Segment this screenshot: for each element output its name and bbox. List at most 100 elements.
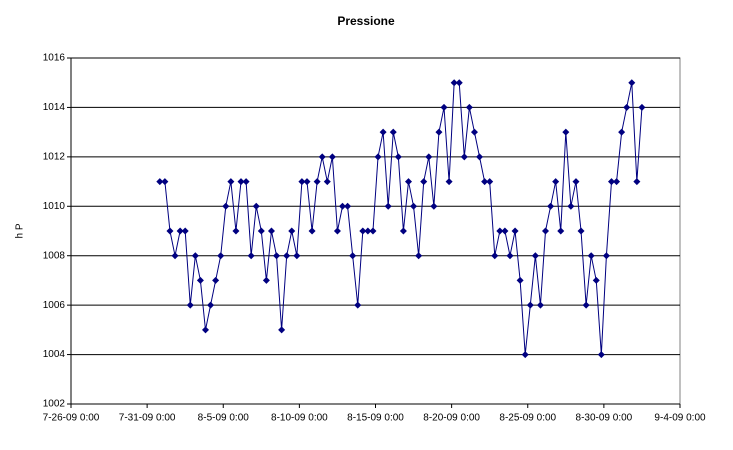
marker	[374, 153, 382, 161]
marker	[176, 227, 184, 235]
marker	[506, 252, 514, 260]
x-tick-label: 7-31-09 0:00	[119, 413, 176, 424]
marker	[237, 178, 245, 186]
marker	[359, 227, 367, 235]
marker	[181, 227, 189, 235]
x-tick-label: 8-25-09 0:00	[499, 413, 556, 424]
x-tick-label: 8-20-09 0:00	[423, 413, 480, 424]
marker	[262, 276, 270, 284]
marker	[267, 227, 275, 235]
x-tick-label: 9-4-09 0:00	[654, 413, 706, 424]
marker	[227, 178, 235, 186]
marker	[369, 227, 377, 235]
marker	[394, 153, 402, 161]
marker	[623, 103, 631, 111]
marker	[252, 202, 260, 210]
marker	[273, 252, 281, 260]
marker	[171, 252, 179, 260]
marker	[283, 252, 291, 260]
marker	[288, 227, 296, 235]
y-tick-label: 1016	[43, 53, 66, 64]
y-tick-label: 1002	[43, 399, 66, 410]
marker	[430, 202, 438, 210]
x-tick-label: 8-15-09 0:00	[347, 413, 404, 424]
marker	[592, 276, 600, 284]
marker	[567, 202, 575, 210]
marker	[384, 202, 392, 210]
x-tick-label: 8-30-09 0:00	[576, 413, 633, 424]
marker	[511, 227, 519, 235]
marker	[217, 252, 225, 260]
series-line	[159, 82, 643, 355]
marker	[521, 351, 529, 359]
marker	[633, 178, 641, 186]
marker	[597, 351, 605, 359]
x-tick-label: 8-10-09 0:00	[271, 413, 328, 424]
marker	[455, 79, 463, 87]
marker	[638, 103, 646, 111]
marker	[328, 153, 336, 161]
marker	[415, 252, 423, 260]
marker	[257, 227, 265, 235]
marker	[389, 128, 397, 136]
marker	[572, 178, 580, 186]
marker	[364, 227, 372, 235]
marker	[196, 276, 204, 284]
marker	[222, 202, 230, 210]
y-tick-label: 1014	[43, 102, 66, 113]
marker	[278, 326, 286, 334]
marker	[303, 178, 311, 186]
marker	[536, 301, 544, 309]
marker	[166, 227, 174, 235]
marker	[486, 178, 494, 186]
marker	[542, 227, 550, 235]
x-tick-label: 8-5-09 0:00	[198, 413, 250, 424]
marker	[618, 128, 626, 136]
marker	[410, 202, 418, 210]
marker	[207, 301, 215, 309]
marker	[339, 202, 347, 210]
marker	[333, 227, 341, 235]
marker	[344, 202, 352, 210]
y-axis-label: h P	[15, 223, 26, 238]
marker	[440, 103, 448, 111]
marker	[607, 178, 615, 186]
y-tick-label: 1004	[43, 349, 66, 360]
marker	[460, 153, 468, 161]
marker	[470, 128, 478, 136]
marker	[247, 252, 255, 260]
y-tick-label: 1006	[43, 300, 66, 311]
marker	[242, 178, 250, 186]
marker	[465, 103, 473, 111]
marker	[293, 252, 301, 260]
marker	[481, 178, 489, 186]
y-tick-label: 1008	[43, 250, 66, 261]
marker	[531, 252, 539, 260]
marker	[445, 178, 453, 186]
marker	[323, 178, 331, 186]
marker	[552, 178, 560, 186]
marker	[404, 178, 412, 186]
chart-title: Pressione	[337, 14, 395, 28]
marker	[313, 178, 321, 186]
marker	[156, 178, 164, 186]
marker	[628, 79, 636, 87]
marker	[186, 301, 194, 309]
marker	[557, 227, 565, 235]
marker	[562, 128, 570, 136]
marker	[526, 301, 534, 309]
marker	[298, 178, 306, 186]
marker	[491, 252, 499, 260]
marker	[587, 252, 595, 260]
x-tick-label: 7-26-09 0:00	[43, 413, 100, 424]
marker	[232, 227, 240, 235]
marker	[161, 178, 169, 186]
marker	[516, 276, 524, 284]
marker	[501, 227, 509, 235]
y-tick-label: 1010	[43, 201, 66, 212]
marker	[318, 153, 326, 161]
marker	[582, 301, 590, 309]
marker	[476, 153, 484, 161]
